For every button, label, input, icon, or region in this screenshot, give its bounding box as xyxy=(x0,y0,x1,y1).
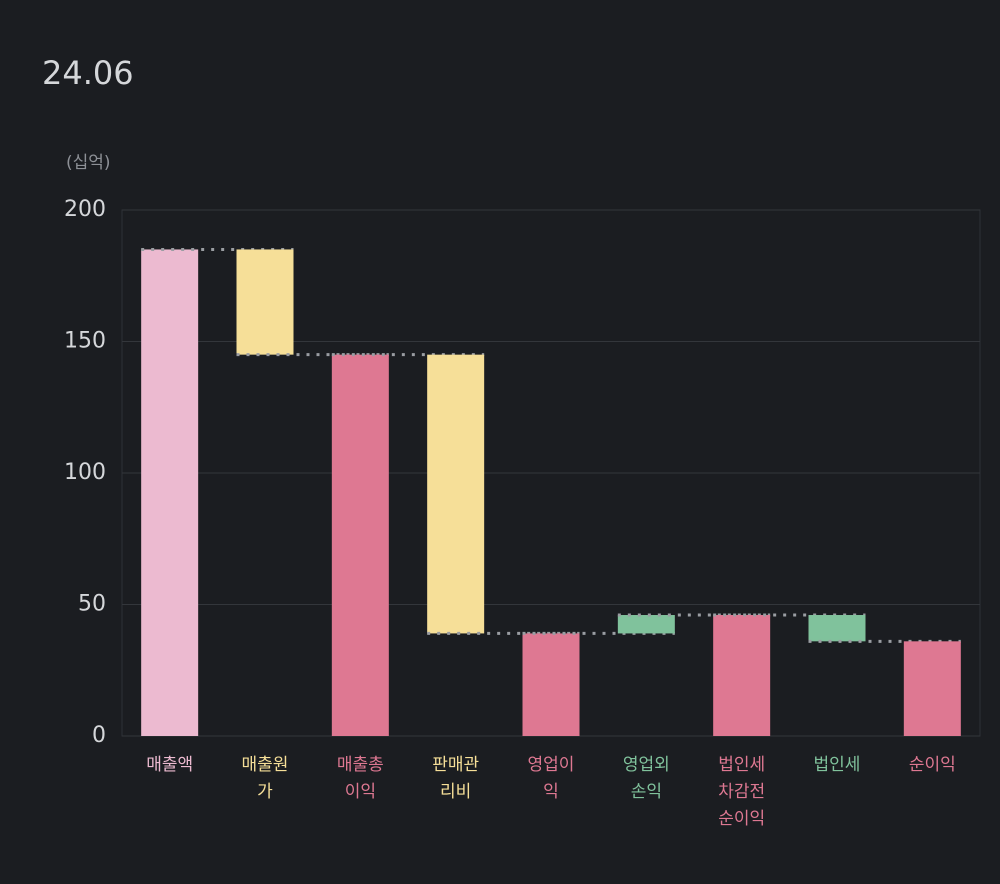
label-line: 영업이 xyxy=(528,755,575,775)
bar xyxy=(427,354,485,634)
bar xyxy=(808,615,866,642)
label-line: 리비 xyxy=(440,782,471,802)
bar xyxy=(522,633,580,736)
bar xyxy=(903,641,961,736)
label-line: 익 xyxy=(543,782,559,802)
label-line: 손익 xyxy=(631,782,662,802)
label-line: 차감전 xyxy=(718,782,765,802)
y-tick-label: 100 xyxy=(64,460,106,485)
chart-title: 24.06 xyxy=(42,54,134,92)
y-tick-label: 150 xyxy=(64,329,106,354)
label-line: 판매관 xyxy=(432,755,479,775)
bar xyxy=(141,249,199,736)
bar xyxy=(713,615,771,736)
x-tick-label: 순이익 xyxy=(909,755,956,775)
y-axis-label: (십억) xyxy=(66,153,111,173)
y-tick-label: 50 xyxy=(78,592,106,617)
label-line: 매출액 xyxy=(146,755,193,775)
label-line: 매출원 xyxy=(242,755,289,775)
bar xyxy=(617,615,675,634)
y-tick-label: 200 xyxy=(64,197,106,222)
y-tick-label: 0 xyxy=(92,723,106,748)
label-line: 순이익 xyxy=(909,755,956,775)
label-line: 매출총 xyxy=(337,755,384,775)
bar xyxy=(331,354,389,736)
x-tick-label: 매출액 xyxy=(146,755,193,775)
label-line: 이익 xyxy=(345,782,376,802)
label-line: 가 xyxy=(257,782,273,802)
bar xyxy=(236,249,294,355)
label-line: 법인세 xyxy=(718,755,765,775)
x-tick-label: 법인세 xyxy=(814,755,861,775)
label-line: 법인세 xyxy=(814,755,861,775)
label-line: 영업외 xyxy=(623,755,670,775)
label-line: 순이익 xyxy=(718,809,765,829)
